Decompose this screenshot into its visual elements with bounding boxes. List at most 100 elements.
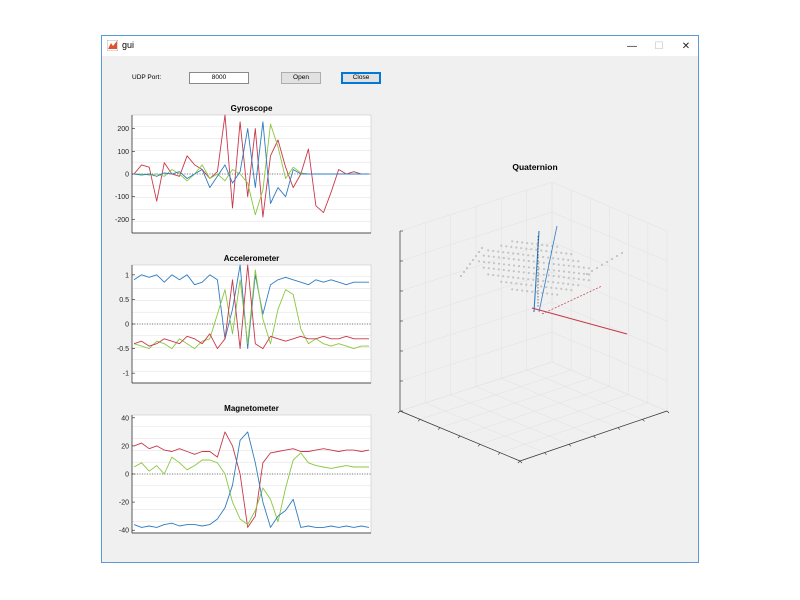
quaternion-point [565,252,568,255]
quaternion-y-tick [666,410,670,414]
accelerometer-series-red [133,264,369,350]
quaternion-point [587,273,591,276]
maximize-button[interactable]: ☐ [645,36,673,56]
quaternion-point [525,283,528,286]
quaternion-point [532,278,535,281]
window-title: gui [122,40,135,50]
quaternion-point [522,265,526,268]
quaternion-point [531,290,534,293]
magnetometer-tick-label: -20 [119,500,129,507]
quaternion-point [497,250,500,253]
gyroscope-title: Gyroscope [231,104,273,113]
minimize-button[interactable]: — [618,36,646,56]
magnetometer-plot: 40 20 0 -20 -40 Magnetometer [119,404,372,535]
quaternion-point [605,260,609,264]
quaternion-x-tick [477,444,481,447]
quaternion-point [512,276,515,279]
quaternion-point [531,242,534,245]
quaternion-point [572,265,575,268]
quaternion-point [497,262,501,265]
quaternion-point [582,278,585,281]
quaternion-point [527,254,530,257]
quaternion-point [557,263,560,266]
quaternion-point [530,284,533,287]
quaternion-point [487,273,490,276]
app-window: gui — ☐ ✕ UDP Port: 8000 Open Close 200 1… [101,35,699,563]
quaternion-grid-line [499,402,648,453]
accelerometer-tick-label: 0.5 [119,297,129,304]
quaternion-x-tick [417,419,421,422]
quaternion-grid-line [551,331,668,382]
quaternion-point [562,264,565,267]
quaternion-point [530,248,533,251]
quaternion-point [557,275,560,278]
quaternion-point [527,271,530,275]
quaternion-point [512,252,515,255]
quaternion-point [507,269,510,272]
quaternion-point [522,271,525,274]
quaternion-point [497,274,500,277]
magnetometer-tick-label: 40 [121,415,129,422]
quaternion-point [474,254,478,258]
close-window-button[interactable]: ✕ [672,36,700,56]
quaternion-point [480,246,484,250]
quaternion-point [487,267,490,270]
quaternion-point [532,254,535,257]
quaternion-y-tick [568,444,572,447]
quaternion-plot: Quaternion [397,162,670,464]
quaternion-point [527,278,530,281]
quaternion-point [525,247,528,250]
quaternion-point [502,256,505,260]
quaternion-point [572,259,575,262]
magnetometer-series-red [133,431,370,528]
quaternion-point [557,281,560,284]
open-button[interactable]: Open [281,72,321,84]
quaternion-point [468,262,472,266]
quaternion-x-tick [497,452,501,455]
udp-port-input[interactable]: 8000 [189,72,249,84]
quaternion-x-tick [437,427,441,430]
quaternion-point [577,284,580,287]
quaternion-grid-line [459,386,610,437]
quaternion-point [547,256,550,259]
quaternion-point [492,262,496,265]
quaternion-point [570,289,573,292]
quaternion-point [535,248,538,251]
quaternion-point [477,260,481,263]
quaternion-point [507,275,510,278]
quaternion-point [537,279,540,282]
quaternion-point [492,267,495,270]
quaternion-point [555,287,558,290]
quaternion-point [487,255,490,258]
accelerometer-plot: 1 0.5 0 -0.5 -1 Accelerometer [117,254,372,384]
quaternion-point [582,266,585,269]
quaternion-point [546,244,549,247]
quaternion-point [620,251,624,255]
quaternion-point [547,268,551,271]
quaternion-x-tick [517,460,521,464]
magnetometer-tick-label: 20 [121,443,129,450]
quaternion-point [517,265,521,268]
quaternion-point [526,242,529,245]
quaternion-point [567,276,570,279]
quaternion-point [587,267,590,270]
quaternion-point [537,273,540,276]
quaternion-point [567,271,571,274]
magnetometer-tick-label: -40 [119,528,129,535]
gyroscope-series-blue [133,121,369,204]
quaternion-point [522,253,525,256]
quaternion-point [565,288,568,291]
quaternion-point [537,261,540,264]
quaternion-point [562,282,565,285]
quaternion-point [536,291,539,294]
quaternion-point [545,250,548,253]
quaternion-point [522,277,525,280]
close-button[interactable]: Close [341,72,381,84]
quaternion-point [502,251,505,254]
quaternion-x-tick [397,410,401,414]
quaternion-point [562,276,565,279]
quaternion-point [471,258,475,262]
quaternion-point [500,244,503,247]
quaternion-title: Quaternion [512,162,557,172]
quaternion-point [462,270,466,274]
